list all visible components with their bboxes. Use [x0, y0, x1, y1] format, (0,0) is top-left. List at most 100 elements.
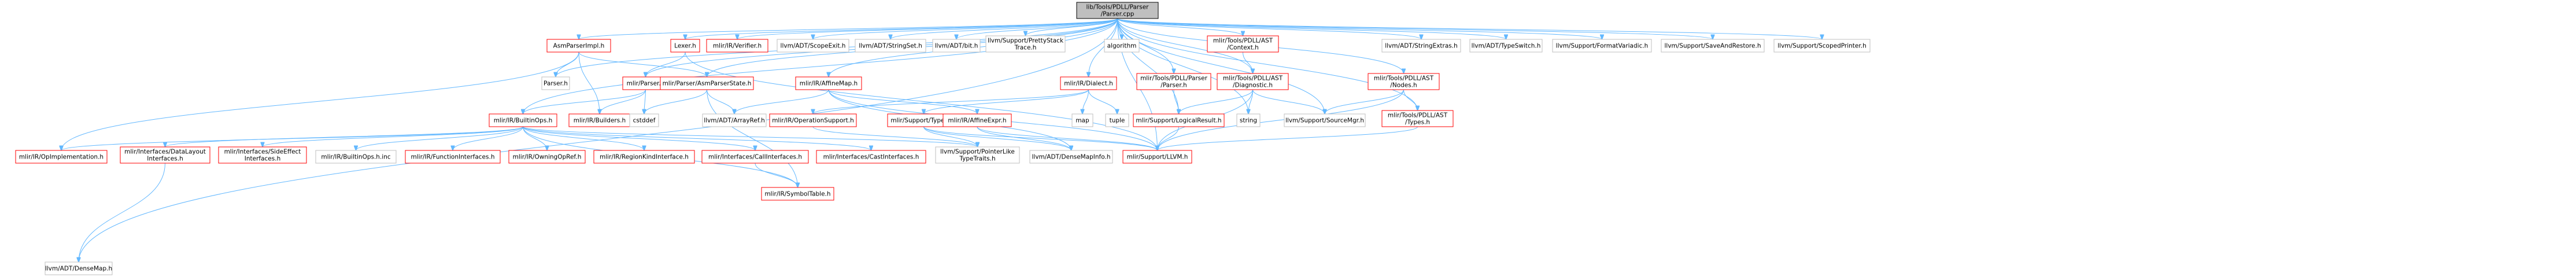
- node-nodes[interactable]: mlir/Tools/PDLL/AST/Nodes.h: [1368, 73, 1440, 90]
- edge-builtinops-to-ptrlike: [523, 126, 978, 147]
- node-label-builtininc: mlir/IR/BuiltinOps.h.inc: [321, 154, 391, 161]
- edge-builtinops-to-datalayout: [165, 126, 523, 147]
- node-label-diag-line-1: mlir/Tools/PDLL/AST: [1223, 75, 1283, 82]
- node-label-densemapinfo: llvm/ADT/DenseMapInfo.h: [1032, 154, 1110, 161]
- node-label-sideeffect-line-1: mlir/Interfaces/SideEffect: [224, 149, 301, 156]
- node-srcmgr: llvm/Support/SourceMgr.h: [1284, 113, 1366, 127]
- node-box-root: [1076, 2, 1159, 19]
- node-box-regionkind: [593, 150, 695, 164]
- edge-mparser-to-builders: [600, 89, 646, 114]
- node-builders[interactable]: mlir/IR/Builders.h: [568, 113, 631, 127]
- node-types[interactable]: mlir/Tools/PDLL/AST/Types.h: [1381, 110, 1454, 127]
- node-mparser[interactable]: mlir/Parser.h: [622, 76, 669, 90]
- edge-affineexpr-to-llvmh: [977, 126, 1158, 150]
- node-box-typeswitch: [1469, 39, 1543, 53]
- node-box-map: [1071, 113, 1093, 127]
- node-label-types-line-2: /Types.h: [1405, 119, 1430, 126]
- node-dialect[interactable]: mlir/IR/Dialect.h: [1060, 76, 1117, 90]
- node-aps[interactable]: mlir/Parser/AsmParserState.h: [660, 76, 754, 90]
- node-castiface[interactable]: mlir/Interfaces/CastInterfaces.h: [816, 150, 926, 164]
- node-label-tuple: tuple: [1110, 117, 1125, 124]
- node-opimpl[interactable]: mlir/IR/OpImplementation.h: [15, 150, 108, 164]
- node-label-scopedprinter: llvm/Support/ScopedPrinter.h: [1777, 43, 1866, 50]
- node-label-owningop: mlir/IR/OwningOpRef.h: [513, 154, 582, 161]
- node-box-llvmh: [1122, 150, 1192, 164]
- node-calliface[interactable]: mlir/Interfaces/CallInterfaces.h: [701, 150, 809, 164]
- node-label-string: string: [1240, 117, 1257, 124]
- node-label-diag-line-2: /Diagnostic.h: [1233, 82, 1273, 89]
- node-saverestore: llvm/Support/SaveAndRestore.h: [1661, 39, 1765, 53]
- node-label-pdllparser-line-1: mlir/Tools/PDLL/Parser: [1140, 75, 1208, 82]
- node-label-pretty-line-2: Trace.h: [1014, 45, 1037, 51]
- edge-context-to-diag: [1243, 51, 1253, 73]
- node-label-root-line-1: lib/Tools/PDLL/Parser: [1086, 4, 1150, 11]
- edge-builtinops-to-calliface: [523, 126, 756, 150]
- node-label-symtable: mlir/IR/SymbolTable.h: [764, 191, 830, 198]
- node-label-formatvar: llvm/Support/FormatVariadic.h: [1556, 43, 1649, 50]
- node-label-llvmh: mlir/Support/LLVM.h: [1127, 154, 1188, 161]
- node-pdllparser[interactable]: mlir/Tools/PDLL/Parser/Parser.h: [1136, 73, 1211, 90]
- node-lexer[interactable]: Lexer.h: [670, 39, 700, 53]
- node-llvmh[interactable]: mlir/Support/LLVM.h: [1122, 150, 1192, 164]
- node-opsupport[interactable]: mlir/IR/OperationSupport.h: [769, 113, 857, 127]
- edge-root-to-dialect: [1089, 18, 1118, 77]
- edge-amp-to-aps: [578, 51, 707, 77]
- node-box-arrayref: [702, 113, 767, 127]
- node-label-builtinops: mlir/IR/BuiltinOps.h: [494, 117, 553, 124]
- node-builtinops[interactable]: mlir/IR/BuiltinOps.h: [489, 113, 557, 127]
- node-dm: llvm/ADT/DenseMap.h: [45, 261, 113, 275]
- node-parserh: Parser.h: [541, 76, 570, 90]
- edge-amp-to-builders: [578, 51, 600, 114]
- node-root[interactable]: lib/Tools/PDLL/Parser/Parser.cpp: [1076, 2, 1159, 19]
- node-densemapinfo: llvm/ADT/DenseMapInfo.h: [1029, 150, 1113, 164]
- edge-dialect-to-map: [1082, 89, 1089, 114]
- edge-root-to-srcmgr: [1117, 18, 1325, 114]
- nodes-layer: lib/Tools/PDLL/Parser/Parser.cpp llvm/ADT…: [15, 2, 1871, 275]
- node-diag[interactable]: mlir/Tools/PDLL/AST/Diagnostic.h: [1217, 73, 1289, 90]
- node-box-ptrlike: [935, 146, 1020, 164]
- node-affineexpr[interactable]: mlir/IR/AffineExpr.h: [943, 113, 1012, 127]
- node-box-opsupport: [769, 113, 857, 127]
- node-box-castiface: [816, 150, 926, 164]
- node-box-strextras: [1381, 39, 1461, 53]
- node-box-nodes: [1368, 73, 1440, 90]
- edge-affineexpr-to-densemapinfo: [977, 126, 1071, 150]
- node-label-root-line-2: /Parser.cpp: [1101, 11, 1134, 18]
- node-map: map: [1071, 113, 1093, 127]
- node-label-opimpl: mlir/IR/OpImplementation.h: [19, 154, 104, 161]
- node-verifier[interactable]: mlir/IR/Verifier.h: [706, 39, 768, 53]
- edge-root-to-scopedprinter: [1117, 18, 1823, 39]
- edge-builtinops-to-owningop: [523, 126, 548, 150]
- edge-diag-to-logical: [1179, 89, 1253, 114]
- node-label-regionkind: mlir/IR/RegionKindInterface.h: [600, 154, 689, 161]
- node-box-string: [1236, 113, 1261, 127]
- node-typeid[interactable]: mlir/Support/TypeID.h: [887, 113, 960, 127]
- node-context[interactable]: mlir/Tools/PDLL/AST/Context.h: [1207, 35, 1279, 53]
- node-label-context-line-1: mlir/Tools/PDLL/AST: [1213, 38, 1273, 45]
- node-label-builders: mlir/IR/Builders.h: [574, 117, 626, 124]
- node-logical[interactable]: mlir/Support/LogicalResult.h: [1133, 113, 1225, 127]
- node-box-amp: [546, 39, 611, 53]
- edge-aps-to-arrayref: [707, 89, 735, 114]
- node-affinemap[interactable]: mlir/IR/AffineMap.h: [795, 76, 862, 90]
- node-bit: llvm/ADT/bit.h: [932, 39, 981, 53]
- node-symtable[interactable]: mlir/IR/SymbolTable.h: [761, 187, 834, 201]
- node-funciface[interactable]: mlir/IR/FunctionInterfaces.h: [405, 150, 501, 164]
- edge-dialect-to-tuple: [1088, 89, 1118, 114]
- edge-logical-to-llvmh: [1158, 126, 1179, 150]
- node-regionkind[interactable]: mlir/IR/RegionKindInterface.h: [593, 150, 695, 164]
- node-box-opimpl: [15, 150, 108, 164]
- node-box-algorithm: [1104, 39, 1140, 53]
- node-amp[interactable]: AsmParserImpl.h: [546, 39, 611, 53]
- node-string: string: [1236, 113, 1261, 127]
- node-label-dm: llvm/ADT/DenseMap.h: [45, 266, 112, 272]
- node-box-parserh: [541, 76, 570, 90]
- node-label-arrayref: llvm/ADT/ArrayRef.h: [704, 117, 765, 124]
- node-label-stringset: llvm/ADT/StringSet.h: [859, 43, 922, 50]
- node-owningop[interactable]: mlir/IR/OwningOpRef.h: [508, 150, 586, 164]
- node-box-owningop: [508, 150, 586, 164]
- node-label-castiface: mlir/Interfaces/CastInterfaces.h: [823, 154, 919, 161]
